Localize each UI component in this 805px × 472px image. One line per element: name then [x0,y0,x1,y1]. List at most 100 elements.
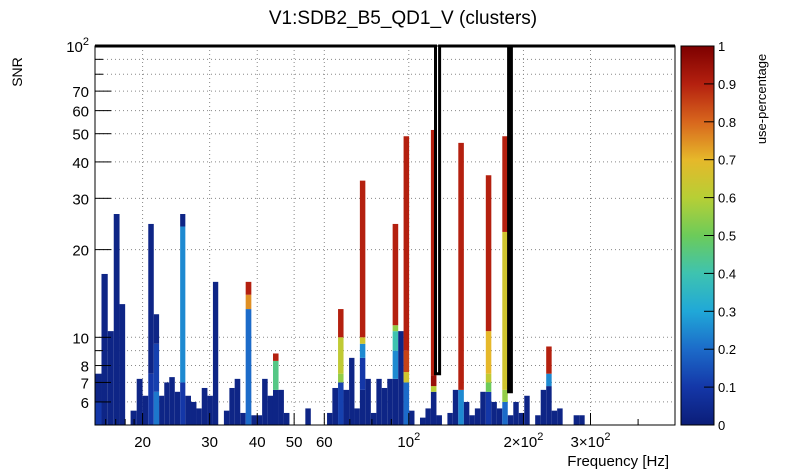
data-column [190,401,197,425]
data-column [283,412,290,425]
data-column [398,331,404,425]
data-column [164,382,170,425]
y-axis-ticks: 6 78 10 20 30 40 50 60 70 102 [66,36,111,412]
plot-frame [94,45,676,426]
data-column [272,360,279,390]
data-column [430,391,437,425]
y-tick-label: 30 [72,191,89,208]
data-column [502,389,508,402]
y-tick-label: 8 [81,359,89,376]
data-column [518,412,525,425]
x-axis-ticks: 20 30 40 50 60 102 2×102 3×102 [105,413,676,451]
x-tick-label: 40 [249,434,266,451]
data-column [107,331,114,425]
data-column [430,386,437,392]
data-column [148,373,154,425]
data-column [403,136,410,351]
data-column [223,410,230,425]
data-column [327,412,333,425]
data-column [524,395,530,425]
data-column [403,350,410,373]
data-column [196,408,202,425]
y-tick-label: 6 [81,395,89,412]
data-column [392,378,399,425]
data-column [245,294,252,310]
data-column [425,408,431,425]
y-tick-label: 102 [66,36,89,56]
data-column [305,408,311,425]
data-column [403,372,410,383]
x-tick-label: 60 [316,434,333,451]
data-column [573,415,580,425]
data-column [485,391,492,425]
data-column [502,136,508,232]
data-column [338,337,344,374]
x-tick-label: 50 [286,434,303,451]
data-column [359,357,366,390]
data-column [101,273,108,425]
data-column [480,391,486,425]
data-column [95,401,102,425]
colorbar-tick-label: 1 [718,39,725,54]
y-tick-label: 40 [72,155,89,172]
data-column [130,410,137,425]
data-column [387,378,393,425]
data-column [403,382,410,425]
colorbar-tick-label: 0.9 [718,77,736,92]
data-columns [95,129,585,425]
data-column [153,314,160,344]
data-column [240,412,246,425]
data-column [452,389,459,425]
data-column [256,415,263,425]
colorbar-tick-label: 0.3 [718,304,736,319]
y-tick-label: 50 [72,127,89,144]
data-column [229,387,235,425]
data-column [267,395,273,425]
x-tick-label: 102 [397,431,420,451]
data-column [485,331,492,374]
colorbar-tick-label: 0.2 [718,342,736,357]
data-column [251,415,257,425]
data-column [365,378,371,425]
grid-lines [95,46,675,425]
data-column [180,214,186,227]
data-column [354,408,360,425]
data-column [430,129,437,376]
data-column [95,373,102,402]
data-column [332,387,339,425]
x-tick-label: 2×102 [503,431,543,451]
data-column [392,223,399,326]
data-column [169,377,175,425]
data-column [180,382,186,425]
data-column [207,395,213,425]
data-column [159,395,165,425]
data-column [392,350,399,379]
data-column [359,343,366,358]
data-column [579,415,585,425]
data-column [496,408,503,425]
data-column [469,415,475,425]
data-column [557,408,563,425]
y-tick-label: 60 [72,104,89,121]
colorbar-tick-label: 0 [718,418,725,433]
data-column [272,389,279,425]
data-column [535,415,541,425]
colorbar-tick-label: 0.7 [718,153,736,168]
data-column [507,415,514,425]
data-column [419,417,426,425]
data-column [502,231,508,390]
data-column [119,304,126,425]
colorbar-tick-label: 0.8 [718,115,736,130]
data-column [551,410,558,425]
x-tick-label: 3×102 [571,431,611,451]
chart-title: V1:SDB2_B5_QD1_V (clusters) [269,8,537,29]
x-tick-label: 30 [201,434,218,451]
data-column [485,382,492,392]
colorbar-ticks: 0 0.1 0.2 0.3 0.4 0.5 0.6 0.7 0.8 0.9 1 [704,39,736,433]
data-column [370,412,377,425]
data-column [502,401,508,425]
data-column [458,389,464,425]
data-column [148,223,154,374]
y-tick-label: 7 [81,375,89,392]
